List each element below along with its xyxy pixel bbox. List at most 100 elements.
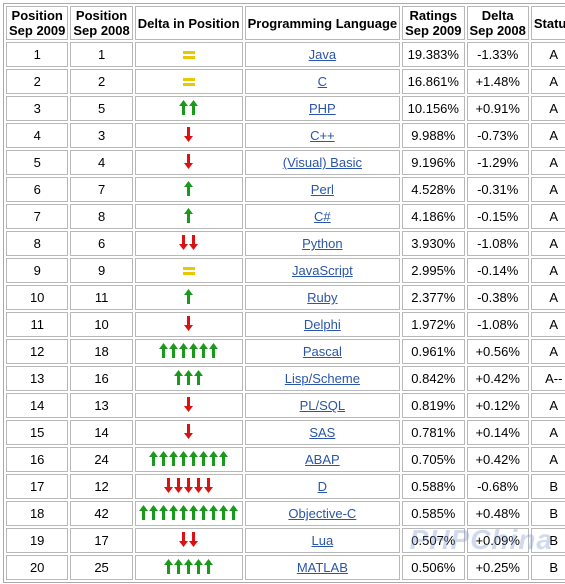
status-cell: A: [530, 258, 565, 283]
arrow-up-icon: [159, 505, 169, 521]
arrow-up-icon: [184, 208, 194, 224]
arrow-up-icon: [184, 289, 194, 305]
delta-position-cell: [134, 258, 243, 283]
delta-icons: [184, 288, 194, 306]
delta-icons: [182, 73, 195, 91]
language-link[interactable]: PHP: [308, 101, 336, 116]
arrow-up-icon: [169, 451, 179, 467]
rating-cell: 1.972%: [402, 312, 465, 337]
arrow-up-icon: [149, 505, 159, 521]
position-2009-cell: 19: [6, 528, 69, 553]
header-delta-position: Delta in Position: [134, 6, 243, 40]
language-link[interactable]: Delphi: [303, 317, 341, 332]
rating-cell: 2.995%: [402, 258, 465, 283]
position-2008-cell: 18: [70, 339, 133, 364]
arrow-up-icon: [199, 451, 209, 467]
rating-cell: 9.196%: [402, 150, 465, 175]
delta-rating-cell: +0.12%: [466, 393, 529, 418]
table-row: 18 42 Objective-C 0.585% +0.48% B: [6, 501, 565, 526]
arrow-down-icon: [184, 397, 194, 413]
delta-icons: [184, 423, 194, 441]
language-link[interactable]: Perl: [310, 182, 334, 197]
arrow-up-icon: [199, 505, 209, 521]
language-cell: Delphi: [244, 312, 401, 337]
table-row: 14 13 PL/SQL 0.819% +0.12% A: [6, 393, 565, 418]
language-link[interactable]: C: [317, 74, 328, 89]
arrow-up-icon: [179, 343, 189, 359]
language-cell: Python: [244, 231, 401, 256]
arrow-down-icon: [184, 424, 194, 440]
delta-icons: [184, 180, 194, 198]
position-2009-cell: 20: [6, 555, 69, 580]
delta-rating-cell: +0.09%: [466, 528, 529, 553]
delta-rating-cell: -0.31%: [466, 177, 529, 202]
language-link[interactable]: C++: [310, 128, 335, 143]
language-link[interactable]: Lisp/Scheme: [284, 371, 360, 386]
status-cell: A--: [530, 366, 565, 391]
delta-icons: [179, 99, 199, 117]
delta-position-cell: [134, 312, 243, 337]
delta-rating-cell: +0.14%: [466, 420, 529, 445]
language-link[interactable]: Pascal: [302, 344, 342, 359]
status-cell: A: [530, 150, 565, 175]
delta-icons: [184, 207, 194, 225]
header-delta-rating: Delta Sep 2008: [466, 6, 529, 40]
position-2008-cell: 17: [70, 528, 133, 553]
position-2008-cell: 6: [70, 231, 133, 256]
rating-cell: 0.507%: [402, 528, 465, 553]
language-link[interactable]: Java: [308, 47, 337, 62]
arrow-down-icon: [174, 478, 184, 494]
table-row: 12 18 Pascal 0.961% +0.56% A: [6, 339, 565, 364]
arrow-down-icon: [179, 532, 189, 548]
language-link[interactable]: (Visual) Basic: [282, 155, 362, 170]
arrow-up-icon: [229, 505, 239, 521]
delta-position-cell: [134, 339, 243, 364]
language-link[interactable]: D: [317, 479, 328, 494]
ranking-table: Position Sep 2009 Position Sep 2008 Delta …: [3, 3, 565, 583]
status-cell: A: [530, 231, 565, 256]
delta-position-cell: [134, 528, 243, 553]
status-cell: A: [530, 123, 565, 148]
language-link[interactable]: C#: [314, 209, 331, 224]
delta-rating-cell: +0.25%: [466, 555, 529, 580]
position-2009-cell: 8: [6, 231, 69, 256]
language-link[interactable]: JavaScript: [292, 263, 353, 278]
delta-position-cell: [134, 474, 243, 499]
language-link[interactable]: Ruby: [307, 290, 338, 305]
arrow-down-icon: [184, 154, 194, 170]
arrow-up-icon: [219, 451, 229, 467]
language-link[interactable]: Python: [302, 236, 343, 251]
language-cell: ABAP: [244, 447, 401, 472]
language-link[interactable]: Lua: [311, 533, 334, 548]
table-row: 20 25 MATLAB 0.506% +0.25% B: [6, 555, 565, 580]
arrow-up-icon: [174, 370, 184, 386]
status-cell: A: [530, 447, 565, 472]
delta-rating-cell: -1.08%: [466, 312, 529, 337]
rating-cell: 0.819%: [402, 393, 465, 418]
arrow-up-icon: [169, 505, 179, 521]
table-row: 3 5 PHP 10.156% +0.91% A: [6, 96, 565, 121]
language-link[interactable]: SAS: [309, 425, 336, 440]
position-2009-cell: 4: [6, 123, 69, 148]
table-row: 11 10 Delphi 1.972% -1.08% A: [6, 312, 565, 337]
position-2008-cell: 3: [70, 123, 133, 148]
language-link[interactable]: ABAP: [305, 452, 340, 467]
table-row: 16 24 ABAP 0.705% +0.42% A: [6, 447, 565, 472]
language-link[interactable]: Objective-C: [288, 506, 357, 521]
language-link[interactable]: MATLAB: [296, 560, 348, 575]
position-2008-cell: 7: [70, 177, 133, 202]
arrow-up-icon: [189, 100, 199, 116]
delta-position-cell: [134, 555, 243, 580]
language-link[interactable]: PL/SQL: [299, 398, 346, 413]
delta-position-cell: [134, 447, 243, 472]
rating-cell: 0.842%: [402, 366, 465, 391]
position-2008-cell: 5: [70, 96, 133, 121]
delta-icons: [159, 342, 219, 360]
status-cell: A: [530, 420, 565, 445]
equal-icon: [182, 50, 195, 59]
delta-icons: [184, 315, 194, 333]
delta-position-cell: [134, 177, 243, 202]
position-2008-cell: 13: [70, 393, 133, 418]
table-row: 5 4 (Visual) Basic 9.196% -1.29% A: [6, 150, 565, 175]
arrow-down-icon: [189, 235, 199, 251]
